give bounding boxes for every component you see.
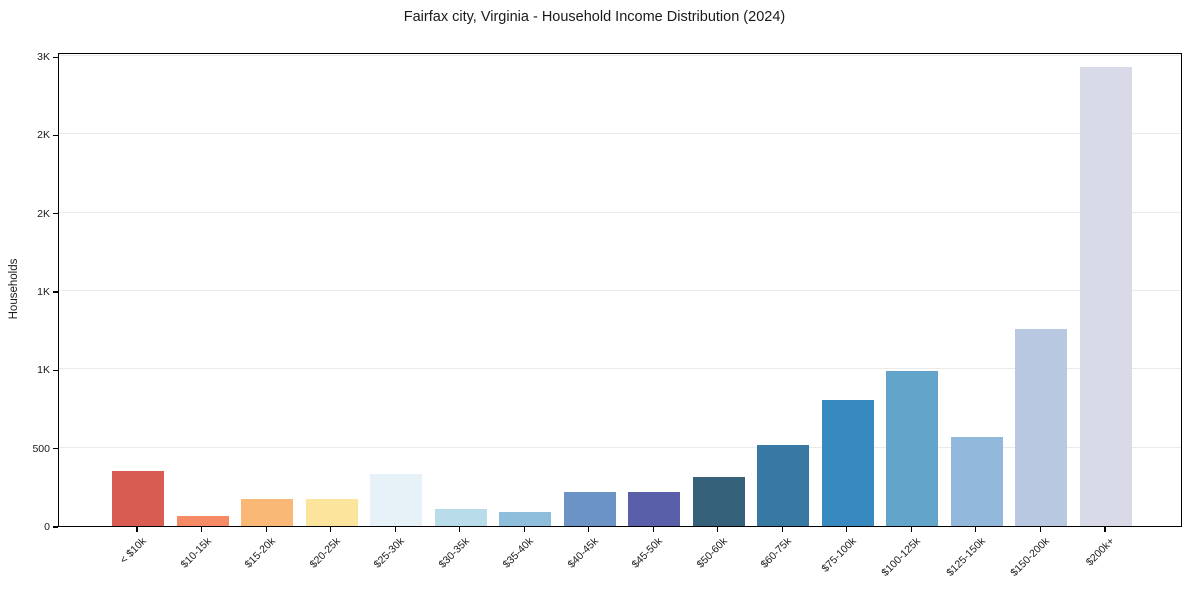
x-tick-label: < $10k bbox=[117, 535, 149, 567]
x-tick-mark bbox=[136, 527, 138, 532]
bar-40-45k bbox=[563, 491, 616, 526]
x-tick-label: $45-50k bbox=[629, 535, 665, 571]
bar-30-35k bbox=[434, 508, 487, 526]
x-tick-mark bbox=[1104, 527, 1106, 532]
x-tick-mark bbox=[265, 527, 267, 532]
bar-50-60k bbox=[692, 477, 745, 526]
x-tick-label: $30-35k bbox=[436, 535, 472, 571]
x-tick-label: $40-45k bbox=[565, 535, 601, 571]
y-tick-label: 0 bbox=[44, 521, 50, 533]
x-tick-mark bbox=[910, 527, 912, 532]
bar-45-50k bbox=[628, 491, 681, 526]
x-tick-mark bbox=[330, 527, 332, 532]
x-tick-mark bbox=[394, 527, 396, 532]
bar-75-100k bbox=[821, 399, 874, 526]
x-tick-label: $125-150k bbox=[944, 535, 988, 579]
x-tick-mark bbox=[652, 527, 654, 532]
y-tick-mark bbox=[53, 134, 58, 136]
bar-15-20k bbox=[241, 499, 294, 526]
bar-60-75k bbox=[757, 444, 810, 526]
y-tick-mark bbox=[53, 369, 58, 371]
x-tick-mark bbox=[200, 527, 203, 532]
x-tick-mark bbox=[523, 527, 525, 532]
x-tick-label: $10-15k bbox=[177, 535, 214, 571]
bar-100-125k bbox=[886, 370, 939, 526]
x-tick-label: $15-20k bbox=[242, 535, 278, 571]
gridline-3K-6 bbox=[59, 55, 1181, 57]
x-tick-mark bbox=[781, 527, 783, 532]
x-tick-mark bbox=[459, 527, 461, 532]
x-tick-label: $50-60k bbox=[694, 535, 730, 571]
y-tick-label: 2K bbox=[37, 129, 50, 142]
y-tick-label: 1K bbox=[37, 364, 50, 377]
bar-25-30k bbox=[370, 474, 423, 526]
bar-10k bbox=[112, 471, 164, 526]
x-tick-label: $150-200k bbox=[1008, 535, 1053, 579]
bar-35-40k bbox=[499, 511, 552, 526]
x-tick-mark bbox=[717, 527, 719, 532]
x-tick-mark bbox=[975, 527, 977, 532]
x-tick-label: $100-125k bbox=[879, 535, 924, 579]
gridline-2K-4 bbox=[59, 211, 1181, 213]
y-tick-mark bbox=[53, 448, 58, 450]
gridline-1K-2 bbox=[59, 368, 1181, 370]
bar-150-200k bbox=[1015, 328, 1068, 526]
x-tick-label: $200k+ bbox=[1083, 535, 1117, 569]
y-tick-mark bbox=[53, 213, 58, 215]
y-tick-label: 2K bbox=[37, 207, 50, 220]
bar-20-25k bbox=[305, 499, 358, 526]
x-tick-mark bbox=[588, 527, 590, 532]
y-tick-mark bbox=[53, 56, 58, 58]
y-tick-label: 3K bbox=[37, 51, 50, 64]
plot-area bbox=[58, 53, 1182, 527]
bar-10-15k bbox=[176, 515, 229, 526]
x-tick-mark bbox=[846, 527, 848, 532]
gridline-1K-3 bbox=[59, 290, 1181, 291]
gridline-2K-5 bbox=[59, 133, 1181, 135]
x-tick-label: $20-25k bbox=[307, 535, 343, 571]
x-tick-label: $35-40k bbox=[500, 535, 536, 571]
y-tick-label: 500 bbox=[32, 442, 50, 455]
x-tick-label: $25-30k bbox=[371, 535, 407, 571]
y-tick-label: 1K bbox=[37, 286, 50, 298]
chart-title: Fairfax city, Virginia - Household Incom… bbox=[403, 9, 786, 25]
x-tick-mark bbox=[1039, 527, 1041, 532]
x-tick-label: $75-100k bbox=[819, 535, 859, 575]
bar-200k bbox=[1080, 67, 1132, 526]
gridline-500-1 bbox=[59, 446, 1181, 448]
bar-125-150k bbox=[950, 436, 1003, 526]
y-tick-mark bbox=[53, 291, 58, 293]
x-tick-label: $60-75k bbox=[758, 535, 795, 571]
y-tick-mark bbox=[53, 526, 58, 528]
